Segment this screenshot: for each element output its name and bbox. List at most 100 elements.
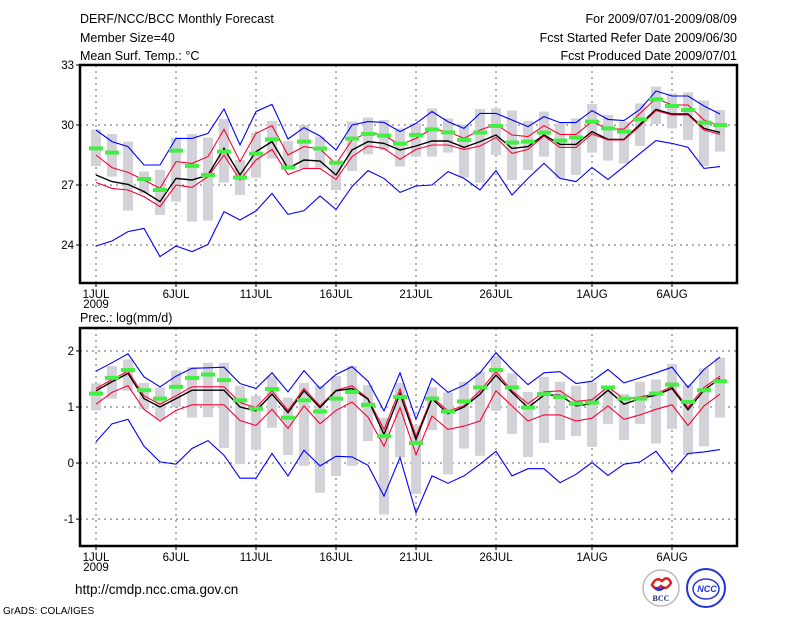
precip-ensemble-box [587, 382, 597, 447]
temp-ensemble-box [427, 108, 437, 157]
precip-observed-mark [681, 399, 695, 404]
temp-observed-mark [281, 165, 295, 170]
temp-ytick-label: 24 [61, 240, 74, 252]
temp-observed-mark [233, 175, 247, 180]
temp-observed-mark [249, 151, 263, 156]
precip-min-line [95, 418, 721, 515]
temp-observed-mark [457, 138, 471, 142]
temp-observed-mark [201, 173, 215, 177]
produced-date: Fcst Produced Date 2009/07/01 [560, 49, 737, 63]
precip-ensemble-box [235, 385, 245, 465]
temp-panel-title: Mean Surf. Temp.: °C [80, 49, 200, 63]
precip-ensemble-box [539, 376, 549, 443]
temp-observed-mark [185, 164, 199, 168]
precip-ensemble-box [251, 395, 261, 450]
website-url[interactable]: http://cmdp.ncc.cma.gov.cn [75, 582, 239, 597]
precip-observed-mark [329, 396, 343, 401]
temp-observed-mark [345, 136, 359, 141]
temp-observed-mark [137, 177, 151, 181]
precip-ensemble-box [267, 376, 277, 428]
forecast-period: For 2009/07/01-2009/08/09 [585, 12, 737, 26]
temp-ensemble-box [587, 104, 597, 153]
temp-observed-mark [569, 135, 583, 140]
temp-ensemble-box [187, 134, 197, 222]
temp-observed-mark [265, 137, 279, 142]
temp-xtick-label: 1JUL [83, 289, 110, 301]
precip-ensemble-box [523, 391, 533, 457]
temp-max-line [95, 90, 721, 166]
temp-xtick-label: 26JUL [479, 289, 513, 301]
temp-min-line [95, 140, 721, 258]
temp-xtick-label: 11JUL [240, 289, 273, 301]
precip-panel-title: Prec.: log(mm/d) [80, 311, 173, 325]
temp-observed-mark [473, 130, 487, 135]
temp-ensemble-box [603, 115, 613, 161]
precip-observed-mark [297, 398, 311, 403]
precip-ensemble-box [411, 425, 421, 494]
temp-ytick-label: 33 [61, 60, 74, 72]
precip-ensemble-box [395, 382, 405, 458]
precip-xtick-label: 6AUG [656, 552, 687, 564]
precip-observed-mark [601, 385, 615, 390]
precip-observed-mark [377, 434, 391, 439]
precip-ensemble-box [347, 366, 357, 466]
precip-observed-mark [697, 388, 711, 393]
temp-ensemble-box [683, 92, 693, 140]
temp-ensemble-box [459, 124, 469, 178]
temp-ensemble-box [667, 93, 677, 129]
precip-xtick-label: 21JUL [399, 552, 433, 564]
precip-xtick-label: 1AUG [576, 552, 607, 564]
precip-ensemble-box [667, 363, 677, 429]
precip-observed-mark [537, 392, 551, 397]
temp-ensemble-box [107, 134, 117, 177]
temp-mean-line [95, 108, 721, 203]
temp-observed-mark [153, 188, 167, 192]
precip-ensemble-box [571, 385, 581, 437]
temp-observed-mark [601, 126, 615, 131]
temp-observed-mark [425, 127, 439, 132]
precip-ensemble-box [475, 371, 485, 456]
precip-ensemble-box [299, 382, 309, 466]
precip-xtick-year: 2009 [83, 562, 109, 574]
temp-ensemble-box [347, 121, 357, 171]
temp-ensemble-box [139, 171, 149, 194]
precip-observed-mark [441, 409, 455, 414]
temp-upper-line [95, 97, 721, 190]
precip-ensemble-box [123, 359, 133, 391]
temp-ensemble-box [699, 100, 709, 166]
precip-observed-mark [585, 400, 599, 405]
precip-observed-mark [201, 372, 215, 377]
precip-xtick-label: 11JUL [240, 552, 273, 564]
temp-observed-mark [521, 139, 535, 144]
temp-observed-mark [681, 108, 695, 112]
precip-plot-frame [78, 326, 739, 548]
precip-upper-line [95, 370, 721, 438]
temp-ensemble-box [555, 123, 565, 179]
precip-observed-mark [169, 384, 183, 389]
precip-ensemble-box [283, 397, 293, 456]
precip-ensemble-box [363, 385, 373, 442]
temp-observed-mark [105, 150, 119, 155]
precip-observed-mark [153, 396, 167, 401]
temp-observed-mark [553, 138, 567, 143]
temp-observed-mark [409, 133, 423, 137]
precip-ensemble-box [187, 367, 197, 418]
precip-xtick-label: 6JUL [163, 552, 190, 564]
temp-observed-mark [329, 160, 343, 165]
precip-observed-mark [185, 375, 199, 380]
precip-observed-mark [553, 394, 567, 399]
precip-observed-mark [425, 396, 439, 401]
temp-xtick-label: 16JUL [319, 289, 353, 301]
precip-observed-mark [249, 406, 263, 411]
temp-observed-mark [649, 97, 663, 102]
temp-ytick-label: 30 [61, 120, 74, 132]
precip-observed-mark [121, 368, 135, 373]
precip-observed-mark [617, 396, 631, 401]
temp-observed-mark [217, 149, 231, 154]
precip-observed-mark [313, 409, 327, 414]
precip-observed-mark [361, 402, 375, 407]
precip-ensemble-box [619, 394, 629, 441]
precip-observed-mark [713, 379, 727, 384]
precip-ytick-label: -1 [64, 514, 74, 526]
temp-observed-mark [697, 120, 711, 125]
